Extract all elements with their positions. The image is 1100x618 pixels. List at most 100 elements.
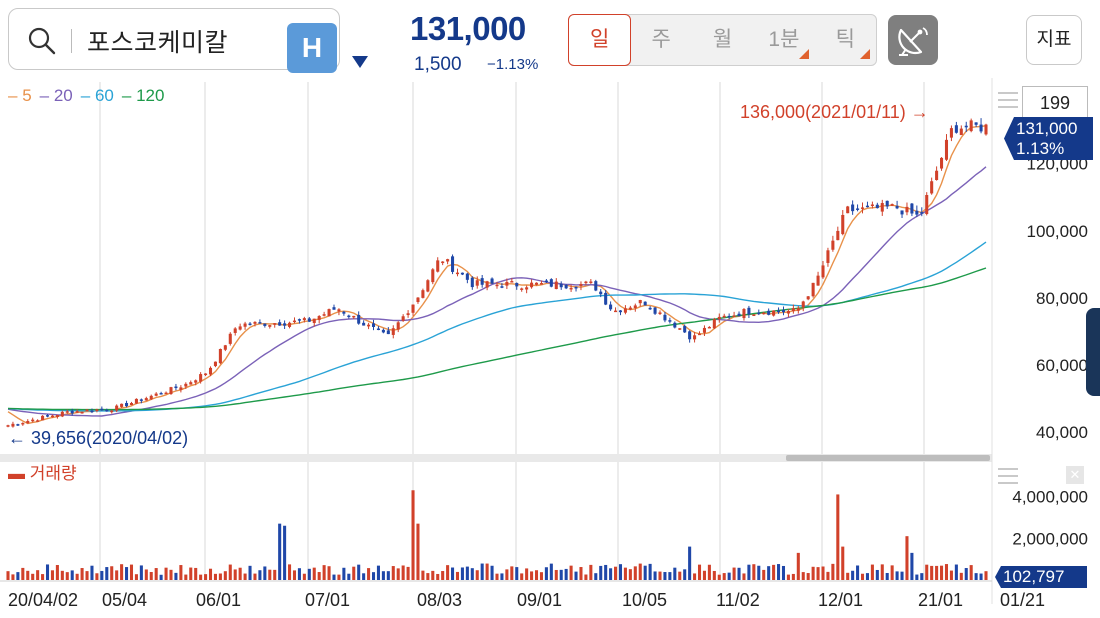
indicator-button[interactable]: 지표 (1026, 15, 1082, 65)
volume-bar (258, 570, 262, 580)
stock-search-box[interactable]: 포스코케미칼 H (8, 8, 340, 73)
candle-body (742, 309, 746, 319)
legend-item: – 5 (8, 86, 32, 105)
volume-bar (954, 564, 958, 580)
volume-bar (841, 546, 845, 580)
candle-body (860, 207, 865, 209)
date-tick-label: 05/04 (102, 590, 147, 610)
candle-count-input[interactable]: 199 (1022, 86, 1088, 120)
volume-bar (940, 565, 944, 580)
volume-bar (302, 573, 306, 580)
period-tab-day[interactable]: 일 (568, 14, 632, 66)
volume-menu-icon[interactable] (998, 468, 1018, 484)
search-icon[interactable] (27, 26, 57, 56)
candle-body (880, 203, 884, 212)
volume-bar (80, 568, 84, 580)
period-tab-week[interactable]: 주 (630, 15, 691, 65)
candle-body (930, 181, 934, 194)
candle-body (352, 315, 356, 318)
period-tab-tick[interactable]: 틱 (815, 15, 876, 65)
volume-bar (396, 568, 400, 580)
candle-body (702, 327, 706, 333)
volume-bar (930, 565, 934, 580)
volume-bar (633, 566, 637, 580)
period-tab-minute[interactable]: 1분 (753, 15, 814, 65)
candle-body (801, 301, 805, 308)
volume-bar (362, 573, 366, 580)
volume-bar (120, 564, 124, 580)
volume-bar (16, 572, 20, 580)
volume-bar (742, 573, 746, 580)
date-tick-label: 10/05 (622, 590, 667, 610)
volume-bar (292, 570, 297, 580)
candle-body (628, 307, 632, 310)
submenu-corner-icon (798, 49, 809, 59)
candle-body (362, 322, 366, 326)
volume-bar (609, 568, 613, 580)
candle-body (851, 204, 855, 212)
marker-price: 131,000 (1016, 119, 1078, 138)
candle-body (964, 125, 968, 128)
volume-bar (959, 572, 963, 580)
volume-bar (688, 546, 692, 580)
period-tab-label: 주 (651, 28, 671, 51)
candle-body (707, 326, 711, 329)
candle-body (890, 204, 894, 206)
ma-line-60 (7, 241, 987, 412)
chevron-down-icon[interactable] (352, 56, 368, 68)
volume-bar (663, 572, 667, 580)
stock-name[interactable]: 포스코케미칼 (87, 29, 229, 57)
candle-body (658, 312, 662, 314)
candle-body (806, 296, 810, 300)
volume-bar (243, 573, 247, 580)
candle-body (391, 328, 395, 335)
drawing-tool-button[interactable] (888, 15, 938, 65)
side-panel-handle[interactable] (1086, 308, 1100, 396)
chart-menu-icon[interactable] (998, 92, 1018, 108)
h-badge-button[interactable]: H (287, 23, 337, 73)
candle-body (747, 307, 751, 315)
stock-chart[interactable]: 40,00060,00080,000100,000120,0004,000,00… (0, 78, 1100, 618)
volume-bar (544, 567, 548, 580)
volume-bar (500, 573, 504, 580)
volume-bar (900, 571, 904, 580)
volume-bar (60, 570, 64, 580)
volume-bar (767, 566, 771, 580)
candle-body (134, 398, 138, 404)
volume-bar (944, 564, 949, 580)
candle-body (317, 316, 321, 320)
candle-body (332, 307, 336, 310)
period-tab-label: 1분 (768, 28, 800, 51)
volume-bar (658, 571, 662, 580)
close-icon[interactable]: ✕ (1066, 466, 1084, 484)
candle-body (752, 314, 756, 317)
period-tab-label: 월 (712, 28, 733, 51)
candle-body (727, 315, 731, 318)
volume-bar (436, 573, 440, 580)
candle-body (60, 411, 64, 417)
volume-bar (623, 567, 627, 580)
volume-bar (441, 571, 445, 580)
candle-body (70, 410, 74, 414)
volume-bar (21, 567, 25, 580)
candle-body (549, 279, 553, 287)
candle-body (495, 284, 499, 287)
candle-body (213, 361, 217, 367)
candle-body (856, 208, 860, 210)
volume-bar (781, 565, 786, 580)
date-tick-label: 08/03 (417, 590, 462, 610)
volume-bar (648, 563, 652, 580)
candle-body (668, 320, 672, 322)
volume-bar (643, 565, 647, 580)
candle-body (347, 315, 351, 318)
candle-body (935, 170, 939, 180)
candle-body (238, 326, 242, 330)
volume-bar (816, 567, 820, 580)
volume-bar (801, 572, 805, 580)
volume-bar (233, 569, 237, 580)
volume-bar (352, 566, 356, 580)
period-tab-month[interactable]: 월 (692, 15, 753, 65)
candle-body (762, 312, 766, 315)
volume-bar (806, 573, 810, 580)
volume-bar (105, 567, 109, 580)
